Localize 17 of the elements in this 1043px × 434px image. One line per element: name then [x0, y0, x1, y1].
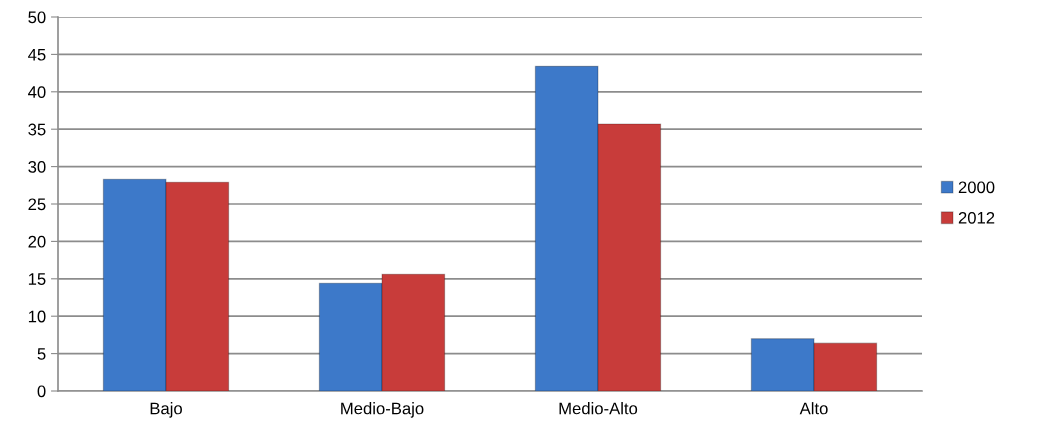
y-tick-label: 5: [37, 348, 46, 360]
x-tick-label: Bajo: [150, 402, 182, 418]
y-tick-label: 45: [28, 48, 46, 61]
y-tick-label: 50: [28, 11, 46, 24]
x-tick-label: Alto: [799, 402, 828, 415]
legend-label: 2012: [958, 211, 995, 224]
y-tick-label: 40: [28, 86, 46, 98]
y-tick-label: 15: [28, 273, 46, 285]
y-tick-label: 30: [28, 161, 46, 173]
x-tick-label: Medio-Bajo: [341, 402, 424, 418]
x-tick-label: Medio-Alto: [559, 402, 638, 415]
y-tick-label: 10: [28, 310, 46, 323]
y-tick-label: 0: [37, 385, 46, 398]
y-tick-label: 25: [28, 198, 46, 211]
y-tick-label: 35: [28, 123, 46, 136]
y-tick-label: 20: [28, 235, 46, 248]
legend-label: 2000: [958, 181, 995, 194]
